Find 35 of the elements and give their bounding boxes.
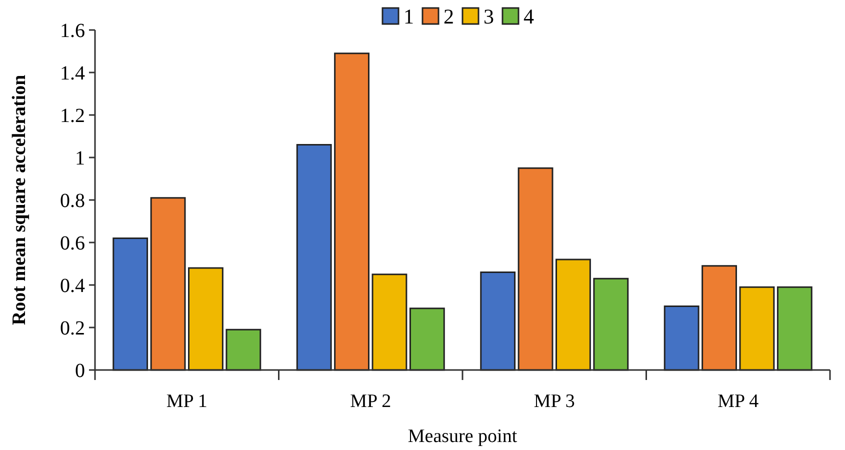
bar [702,265,737,371]
y-tick-label: 0.8 [60,190,85,212]
x-tick-label: MP 2 [350,391,392,412]
bar [556,258,591,371]
legend-label: 3 [484,4,494,28]
bar [776,286,812,371]
y-axis-title: Root mean square acceleration [9,74,30,326]
x-axis-title: Measure point [408,426,518,447]
bar [480,272,516,371]
x-tick-label: MP 1 [166,391,208,412]
y-tick-label: 1.2 [60,105,85,127]
legend-label: 2 [444,4,454,28]
bar [409,308,445,371]
bar [372,274,408,371]
x-tick-label: MP 3 [534,391,575,412]
bar [518,167,554,371]
bar [296,144,332,371]
bar [593,278,629,371]
bar [739,286,775,371]
legend-label: 1 [404,4,414,28]
y-tick-label: 0.4 [60,275,85,297]
bar [334,52,370,371]
x-tick-label: MP 4 [718,391,760,412]
bar [188,267,224,371]
y-tick-label: 0.6 [60,232,85,254]
y-tick-label: 0.2 [60,318,85,340]
bar [150,197,186,371]
bar [226,328,262,371]
legend-label: 4 [524,4,534,28]
bar [664,306,700,371]
y-tick-label: 1.6 [60,20,85,42]
y-tick-label: 0 [75,360,85,382]
bar [112,238,148,371]
y-tick-label: 1 [75,148,85,170]
y-tick-label: 1.4 [60,62,85,84]
